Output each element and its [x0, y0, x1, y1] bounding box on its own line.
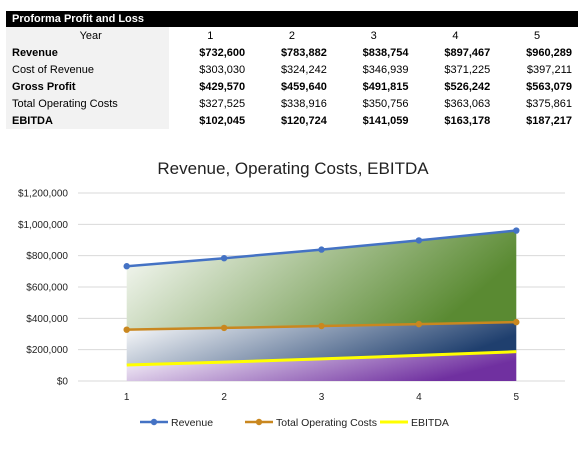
table-cell: $141,059	[362, 114, 409, 127]
data-point	[415, 320, 423, 328]
row-label: Total Operating Costs	[6, 95, 170, 112]
y-tick-label: $400,000	[26, 314, 68, 325]
chart-title: Revenue, Operating Costs, EBITDA	[157, 159, 429, 178]
x-tick-label: 5	[514, 392, 520, 403]
data-point	[415, 237, 423, 244]
table-cell: $783,882	[280, 46, 327, 59]
table-row: Total Operating Costs $327,525 $338,916 $35…	[6, 95, 578, 112]
table-row: Cost of Revenue $303,030 $324,242 $346,939 $…	[6, 61, 578, 78]
revenue-band-area	[126, 230, 517, 330]
table-cell: $960,289	[526, 46, 572, 59]
table-cell: $338,916	[280, 97, 327, 110]
table-header-row: Year 1 2 3 4 5	[6, 27, 578, 44]
series-lines	[123, 227, 520, 367]
data-point	[220, 254, 228, 262]
data-point	[123, 263, 130, 270]
table-row: EBITDA $102,045 $120,724 $141,059 $163,178 $1…	[6, 112, 578, 129]
profit-loss-table: Year 1 2 3 4 5 Revenue $732,600 $783,882 $838,754…	[6, 27, 578, 129]
row-label: Gross Profit	[6, 78, 170, 95]
table-cell: $363,063	[444, 97, 491, 110]
table-row: Gross Profit $429,570 $459,640 $491,815 $526…	[6, 78, 578, 95]
data-point	[220, 324, 228, 332]
table-cell: $897,467	[444, 46, 491, 59]
legend-marker	[150, 418, 158, 426]
table-cell: $732,600	[199, 46, 246, 59]
x-tick-label: 3	[319, 392, 325, 403]
table-cell: $371,225	[444, 63, 491, 76]
table-cell: $563,079	[526, 80, 572, 93]
table-cell: $346,939	[362, 63, 409, 76]
table-cell: $163,178	[444, 114, 491, 127]
y-axis-ticks: $0 $200,000 $400,000 $600,000 $800,000 $1,000…	[18, 189, 68, 388]
table-cell: $459,640	[280, 80, 327, 93]
x-tick-label: 2	[221, 392, 227, 403]
table-cell: $120,724	[280, 114, 327, 127]
y-tick-label: $0	[57, 377, 69, 388]
table-cell: $303,030	[199, 63, 246, 76]
y-tick-label: $800,000	[26, 251, 68, 262]
y-tick-label: $1,200,000	[18, 189, 68, 200]
table-cell: $350,756	[362, 97, 409, 110]
table-cell: $429,570	[199, 80, 246, 93]
table-title: Proforma Profit and Loss	[6, 11, 578, 27]
data-point	[123, 326, 130, 333]
row-label: Revenue	[6, 44, 170, 61]
profit-loss-table-region: Proforma Profit and Loss Year 1 2 3 4 5 Revenu…	[6, 11, 578, 129]
x-axis-ticks: 1 2 3 4 5	[124, 392, 520, 403]
table-cell: $187,217	[526, 114, 572, 127]
table-cell: $102,045	[199, 114, 246, 127]
x-tick-label: 1	[124, 392, 130, 403]
data-point	[318, 322, 325, 330]
legend: Revenue Total Operating Costs EBITDA	[140, 417, 449, 429]
x-tick-label: 4	[416, 392, 422, 403]
y-tick-label: $200,000	[26, 345, 68, 356]
year-header: 1	[207, 29, 214, 42]
y-tick-label: $600,000	[26, 283, 68, 294]
table-cell: $375,861	[526, 97, 572, 110]
table-cell: $397,211	[526, 63, 572, 76]
ebitda-band-area	[126, 351, 517, 381]
legend-marker	[255, 418, 263, 426]
table-row: Revenue $732,600 $783,882 $838,754 $897,467 $…	[6, 44, 578, 61]
revenue-costs-ebitda-chart: Revenue, Operating Costs, EBITDA $0 $200,…	[18, 159, 565, 429]
series-line-2	[126, 350, 517, 367]
table-cell: $838,754	[362, 46, 409, 59]
legend-label: Total Operating Costs	[276, 417, 377, 429]
table-cell: $327,525	[199, 97, 246, 110]
legend-label: Revenue	[171, 417, 213, 429]
data-point	[513, 227, 520, 234]
year-label: Year	[6, 27, 170, 44]
y-tick-label: $1,000,000	[18, 220, 68, 231]
year-header: 2	[288, 29, 296, 42]
year-header: 5	[534, 29, 541, 42]
row-label: EBITDA	[6, 112, 170, 129]
legend-label: EBITDA	[411, 417, 449, 429]
table-cell: $491,815	[362, 80, 409, 93]
year-header: 4	[452, 29, 459, 42]
row-label: Cost of Revenue	[6, 61, 170, 78]
data-point	[513, 318, 520, 326]
table-cell: $526,242	[444, 80, 491, 93]
year-header: 3	[370, 29, 377, 42]
table-cell: $324,242	[280, 63, 327, 76]
data-point	[318, 246, 325, 253]
